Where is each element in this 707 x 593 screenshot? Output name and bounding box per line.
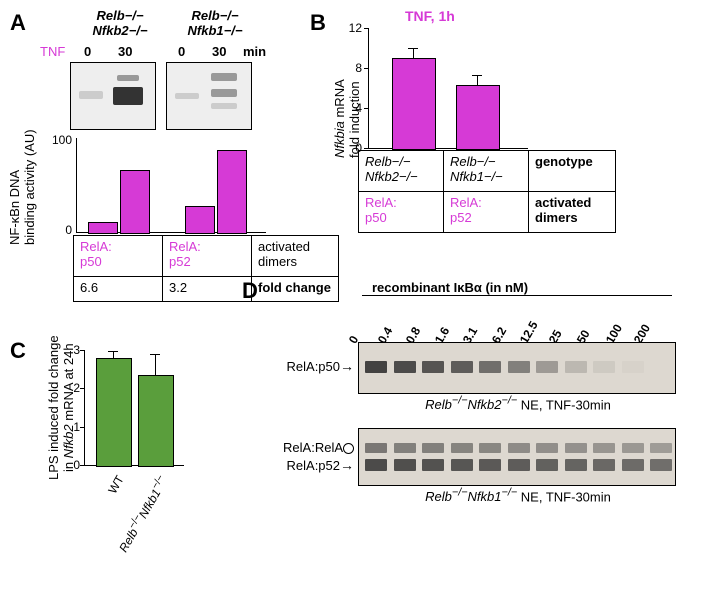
panel-a-time-30a: 30: [118, 44, 132, 59]
tick: 8: [342, 61, 362, 75]
panel-a-time-unit: min: [243, 44, 266, 59]
panel-a-y-axis: [76, 138, 77, 233]
panel-a-genotype-1: Relb−/−Nfkb2−/−: [78, 8, 162, 38]
panel-a-time-0a: 0: [84, 44, 91, 59]
cell: Relb−/−Nfkb2−/−: [359, 151, 444, 192]
bar: [96, 358, 132, 467]
panel-d-strip1-caption: Relb−/−Nfkb2−/− NE, TNF-30min: [368, 395, 668, 412]
panel-a-table: RelA:p50 RelA:p52 activateddimers 6.6 3.…: [73, 235, 339, 302]
cell: RelA:p52: [163, 236, 252, 277]
cell: 3.2: [163, 277, 252, 302]
cell: 6.6: [74, 277, 163, 302]
panel-d-strip1: [358, 342, 676, 394]
panel-b-y-axis: [368, 28, 369, 148]
bar: [185, 206, 215, 234]
panel-c-label: C: [10, 338, 26, 364]
panel-a-tick-100: 100: [52, 133, 72, 147]
cell: activateddimers: [252, 236, 339, 277]
panel-a-gel-2: [166, 62, 252, 130]
bar: [392, 58, 436, 150]
figure-root: A Relb−/−Nfkb2−/− Relb−/−Nfkb1−/− TNF 0 …: [10, 10, 697, 583]
tick: 2: [64, 381, 80, 395]
cell: RelA:p50: [74, 236, 163, 277]
panel-a-y-label: NF-κBn DNAbinding activity (AU): [7, 129, 37, 245]
panel-a-label: A: [10, 10, 26, 36]
cell: fold change: [252, 277, 339, 302]
panel-b-title: TNF, 1h: [405, 8, 455, 24]
panel-a-genotype-2: Relb−/−Nfkb1−/−: [173, 8, 257, 38]
panel-d-header: recombinant IκBα (in nM): [372, 280, 528, 295]
panel-a-time-30b: 30: [212, 44, 226, 59]
bar: [217, 150, 247, 234]
panel-a-time-0b: 0: [178, 44, 185, 59]
panel-a-tnf-label: TNF: [40, 44, 65, 59]
panel-b-table: Relb−/−Nfkb2−/− Relb−/−Nfkb1−/− genotype…: [358, 150, 616, 233]
panel-d-strip1-label: RelA:p50→: [258, 358, 354, 374]
tick: 1: [64, 420, 80, 434]
panel-c-y-axis: [84, 350, 85, 465]
cell: RelA:p50: [359, 192, 444, 233]
panel-d-strip2-caption: Relb−/−Nfkb1−/− NE, TNF-30min: [368, 487, 668, 504]
bar: [456, 85, 500, 150]
panel-b-label: B: [310, 10, 326, 36]
panel-d-strip2: [358, 428, 676, 486]
panel-a-gel-1: [70, 62, 156, 130]
x-label: WT: [106, 473, 127, 496]
cell: activateddimers: [529, 192, 616, 233]
panel-d-header-line: [362, 295, 672, 296]
cell: genotype: [529, 151, 616, 192]
tick: 4: [342, 101, 362, 115]
panel-d-label: D: [242, 278, 258, 304]
tick: 0: [64, 458, 80, 472]
cell: Relb−/−Nfkb1−/−: [444, 151, 529, 192]
bar: [138, 375, 174, 467]
panel-a-tick-0: 0: [52, 223, 72, 237]
cell: RelA:p52: [444, 192, 529, 233]
tick: 12: [342, 21, 362, 35]
bar: [120, 170, 150, 234]
bar: [88, 222, 118, 234]
panel-d-strip2-label-top: RelA:RelA: [258, 440, 354, 455]
panel-d-strip2-label-bot: RelA:p52→: [258, 457, 354, 473]
tick: 3: [64, 343, 80, 357]
